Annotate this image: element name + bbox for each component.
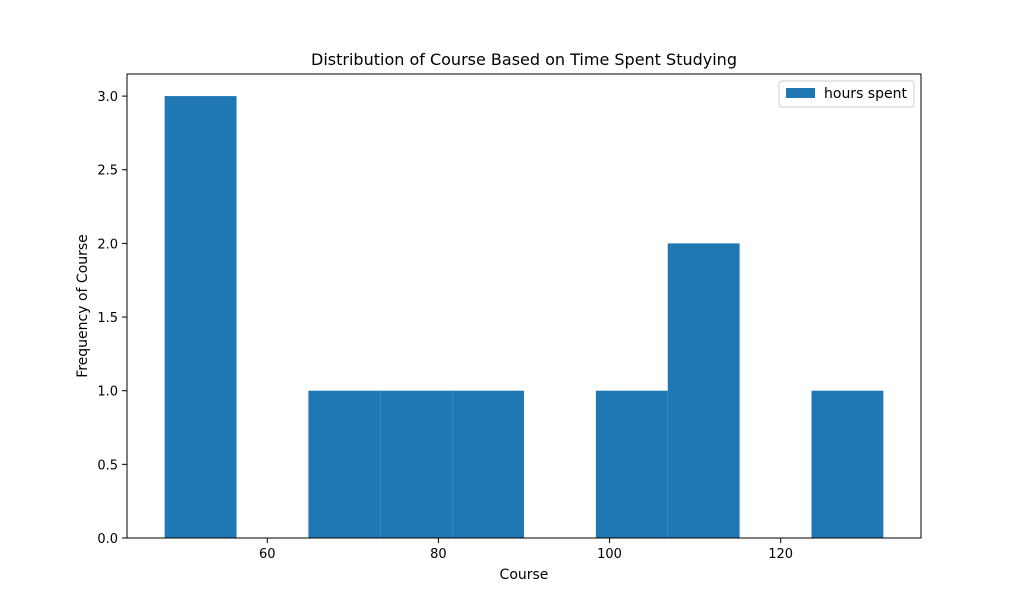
x-tick-label-2: 100	[597, 547, 622, 562]
histogram-bar-4	[452, 390, 524, 538]
x-axis-label: Course	[500, 567, 549, 583]
histogram-bar-0	[164, 96, 237, 538]
y-tick-label-1: 0.5	[97, 458, 118, 473]
x-tick-label-3: 120	[768, 547, 793, 562]
histogram-bar-6	[595, 390, 668, 538]
y-tick-label-6: 3.0	[97, 90, 118, 105]
plot-frame	[126, 73, 922, 539]
histogram-bar-7	[667, 243, 740, 538]
legend-label: hours spent	[824, 86, 907, 102]
histogram-bar-9	[811, 390, 884, 538]
legend-swatch	[786, 88, 815, 98]
histogram-bar-3	[380, 390, 453, 538]
y-axis-ticks: 0.0 0.5 1.0 1.5 2.0 2.5 3.0	[97, 90, 127, 547]
y-axis-label: Frequency of Course	[75, 234, 91, 378]
y-tick-label-2: 1.0	[97, 385, 118, 400]
legend-box	[778, 80, 915, 108]
y-tick-label-5: 2.5	[97, 164, 118, 179]
y-tick-label-0: 0.0	[97, 532, 118, 547]
x-tick-label-0: 60	[259, 547, 276, 562]
x-tick-label-1: 80	[430, 547, 447, 562]
x-axis-ticks: 60 80 100 120	[259, 538, 793, 562]
y-tick-label-4: 2.0	[97, 237, 118, 252]
bars-group	[164, 96, 884, 538]
y-tick-label-3: 1.5	[97, 311, 118, 326]
histogram-bar-2	[308, 390, 381, 538]
chart-title: Distribution of Course Based on Time Spe…	[311, 50, 737, 69]
legend: hours spent	[778, 80, 915, 108]
